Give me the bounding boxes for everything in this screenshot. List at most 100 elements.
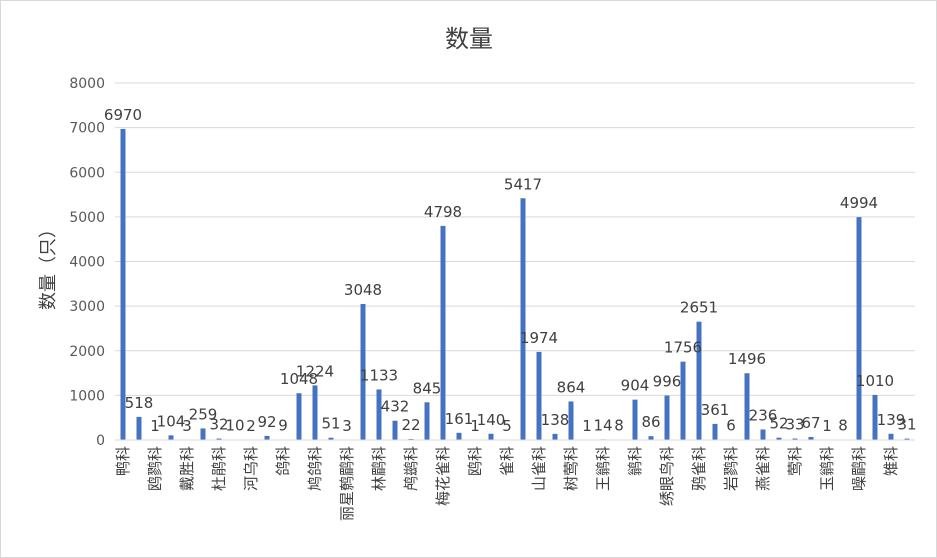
data-label-25: 5417 [504, 175, 542, 193]
bar-11 [296, 393, 302, 440]
bar-49 [904, 438, 910, 440]
bar-15 [360, 303, 366, 440]
chart-title: 数量 [445, 25, 493, 53]
data-label-33: 86 [641, 413, 660, 431]
bar-36 [696, 321, 702, 440]
data-label-29: 1 [582, 417, 592, 435]
category-label-40: 燕雀科 [754, 446, 772, 491]
bar-23 [488, 433, 494, 440]
category-labels: 鸭科 鸥鹨科 戴胜科 杜鹃科 河乌科 鸽科 鸠鸽科 丽星鹩鹛科 林鹛科 鸬鹚科 梅花雀科 鸥科 雀科 山雀… [114, 446, 900, 521]
category-label-20: 梅花雀科 [434, 446, 452, 506]
data-label-10: 9 [278, 417, 288, 435]
data-label-4: 3 [182, 417, 192, 435]
data-label-9: 92 [257, 413, 276, 431]
bars [120, 128, 910, 440]
data-label-40: 236 [749, 406, 778, 424]
y-tick-7: 7000 [69, 121, 105, 137]
data-label-42: 33 [785, 416, 804, 434]
data-label-1: 518 [125, 394, 154, 412]
bar-47 [872, 394, 878, 440]
data-label-34: 996 [653, 373, 682, 391]
category-label-28: 树莺科 [562, 446, 580, 491]
bar-19 [424, 402, 430, 440]
data-label-35: 1756 [664, 339, 702, 357]
data-label-17: 432 [381, 398, 410, 416]
category-label-32: 鹟科 [626, 446, 644, 476]
data-label-16: 1133 [360, 366, 398, 384]
category-label-26: 山雀科 [530, 446, 548, 491]
data-label-24: 5 [502, 417, 512, 435]
bar-42 [792, 438, 798, 440]
y-tick-3: 3000 [69, 299, 105, 315]
data-label-8: 2 [246, 417, 256, 435]
bar-17 [392, 420, 398, 440]
data-label-0: 6970 [104, 106, 142, 124]
y-axis-label: 数量（只） [38, 220, 59, 310]
data-label-22: 1 [470, 417, 480, 435]
gridlines [115, 82, 915, 396]
data-label-38: 6 [726, 417, 736, 435]
data-label-37: 361 [701, 401, 730, 419]
data-label-36: 2651 [680, 299, 718, 317]
data-label-7: 10 [225, 417, 244, 435]
category-label-48: 雉科 [882, 446, 900, 476]
bar-25 [520, 198, 526, 440]
bar-12 [312, 385, 318, 440]
category-label-4: 戴胜科 [178, 446, 196, 491]
data-label-2: 1 [150, 417, 160, 435]
y-tick-4: 4000 [69, 255, 105, 271]
y-tick-8: 8000 [69, 76, 105, 92]
data-label-26: 1974 [520, 329, 558, 347]
bar-46 [856, 217, 862, 440]
bar-28 [568, 401, 574, 440]
bar-3 [168, 435, 174, 440]
y-tick-5: 5000 [69, 210, 105, 226]
category-label-0: 鸭科 [114, 446, 132, 476]
y-tick-2: 2000 [69, 344, 105, 360]
category-label-10: 鸽科 [274, 446, 292, 476]
category-label-14: 丽星鹩鹛科 [338, 446, 356, 521]
bar-20 [440, 225, 446, 440]
bar-37 [712, 423, 718, 440]
data-label-27: 138 [541, 411, 570, 429]
bar-33 [648, 436, 654, 440]
data-label-39: 1496 [728, 350, 766, 368]
bar-5 [200, 428, 206, 440]
category-label-30: 王鹟科 [594, 446, 612, 491]
bar-39 [744, 373, 750, 440]
bar-0 [120, 128, 126, 440]
data-label-43: 67 [801, 414, 820, 432]
category-label-44: 玉鹟科 [818, 446, 836, 491]
category-label-18: 鸬鹚科 [402, 446, 420, 491]
bar-6 [216, 438, 222, 440]
bar-16 [376, 389, 382, 440]
category-label-2: 鸥鹨科 [146, 446, 164, 491]
data-label-28: 864 [557, 378, 586, 396]
bar-34 [664, 395, 670, 440]
bar-1 [136, 416, 142, 440]
bar-9 [264, 435, 270, 440]
category-label-8: 河乌科 [242, 446, 260, 491]
category-label-24: 雀科 [498, 446, 516, 476]
bar-21 [456, 432, 462, 440]
category-label-12: 鸠鸽科 [306, 446, 324, 491]
category-label-6: 杜鹃科 [210, 446, 228, 491]
data-label-5: 259 [189, 405, 218, 423]
data-label-19: 845 [413, 379, 442, 397]
data-label-46: 4994 [840, 194, 878, 212]
data-label-3: 104 [157, 412, 186, 430]
bar-35 [680, 361, 686, 440]
data-label-15: 3048 [344, 281, 382, 299]
category-label-34: 绣眼鸟科 [658, 446, 676, 506]
data-label-18: 22 [401, 416, 420, 434]
data-label-31: 8 [614, 417, 624, 435]
data-label-12: 1224 [296, 362, 334, 380]
bar-40 [760, 429, 766, 440]
data-label-49: 31 [897, 416, 916, 434]
data-label-32: 904 [621, 377, 650, 395]
category-label-36: 鸦雀科 [690, 446, 708, 491]
bar-32 [632, 399, 638, 440]
